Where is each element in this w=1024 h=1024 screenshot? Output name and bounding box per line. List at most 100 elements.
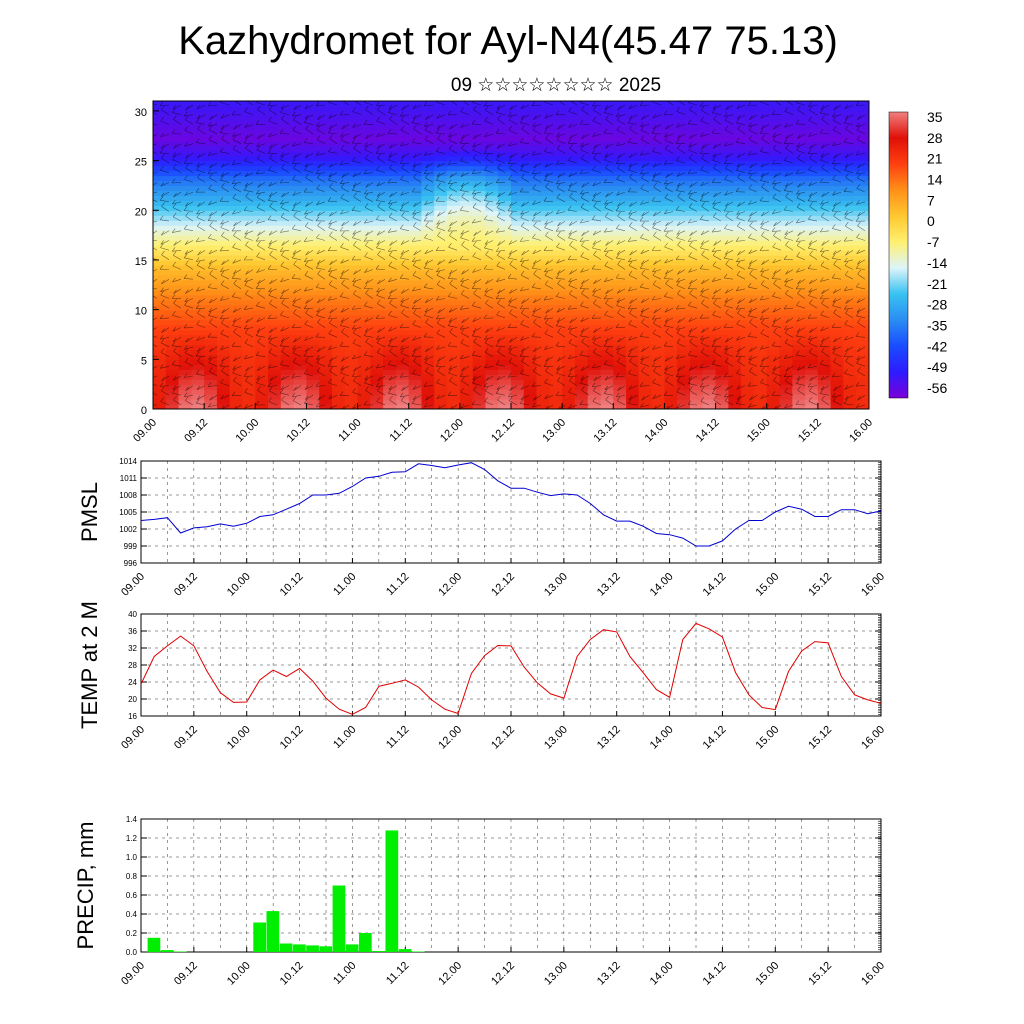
heatmap-cell [459,289,474,296]
heatmap-cell [600,180,614,187]
wind-barb [364,172,374,174]
heatmap-cell [830,374,845,380]
heatmap-cell [817,259,832,266]
heatmap-cell [485,359,499,365]
wind-barb [293,153,302,159]
heatmap-cell [638,379,653,385]
heatmap-cell [536,274,550,281]
heatmap-cell [702,205,717,211]
heatmap-cell [191,279,205,286]
wind-barb-flag [207,332,212,338]
heatmap-cell [753,354,768,360]
wind-barb-flag [363,219,368,224]
heatmap-cell [587,404,602,409]
wind-barb-flag [257,231,261,236]
wind-barb [280,314,290,319]
heatmap-cell [153,235,167,241]
heatmap-cell [830,329,845,336]
heatmap-cell [792,389,806,395]
heatmap-cell [830,250,845,256]
heatmap-cell [229,145,244,152]
wind-barb-flag [412,213,416,218]
heatmap-cell [779,329,793,336]
heatmap-cell [242,150,256,157]
heatmap-cell [165,190,180,196]
heatmap-cell [293,185,308,192]
heatmap-cell [472,299,487,306]
wind-barb-flag [257,289,261,294]
wind-barb-flag [195,304,200,309]
wind-barb-flag [196,287,200,292]
wind-barb [305,249,314,256]
heatmap-cell [165,369,180,375]
heatmap-cell [242,160,256,167]
heatmap-cell [485,264,499,271]
wind-barb [376,120,386,125]
wind-barb [352,182,362,187]
wind-barb-flag [400,115,405,121]
heatmap-cell [523,364,538,370]
wind-barb-flag [185,202,189,207]
heatmap-cell [191,324,205,331]
heatmap-cell [702,150,717,157]
heatmap-cell [191,374,205,380]
heatmap-cell [715,230,729,236]
heatmap-cell [268,274,282,281]
wind-barb-flag [231,160,236,165]
heatmap-cell [332,250,346,256]
heatmap-cell [626,125,640,132]
heatmap-cell [562,299,576,306]
heatmap-cell [830,245,845,251]
heatmap-cell [779,210,793,216]
heatmap-cell [357,299,371,306]
wind-barb [232,211,242,215]
heatmap-cell [421,274,435,281]
wind-barb-flag [208,135,213,140]
heatmap-cell [344,170,359,177]
heatmap-cell [574,274,589,281]
wind-barb [196,373,206,377]
heatmap-cell [511,329,525,336]
wind-barb [401,167,410,173]
heatmap-cell [562,344,576,350]
heatmap-cell [421,304,435,311]
heatmap-cell [216,225,231,231]
heatmap-cell [255,274,269,281]
heatmap-cell [165,140,180,147]
heatmap-cell [715,150,729,157]
wind-barb-flag [316,311,320,316]
wind-barb-flag [280,251,285,256]
heatmap-cell [306,374,320,380]
heatmap-cell [319,379,333,385]
wind-barb-flag [148,379,151,383]
wind-barb [185,288,194,294]
heatmap-cell [280,379,295,385]
wind-barb-flag [304,162,309,167]
heatmap-cell [216,250,231,256]
heatmap-cell [421,160,435,167]
heatmap-cell [229,394,244,400]
heatmap-cell [293,190,308,196]
wind-barb-flag [184,345,188,350]
wind-barb [292,257,302,261]
heatmap-cell [677,284,691,291]
wind-barb-flag [232,209,236,215]
wind-barb-flag [172,251,177,256]
heatmap-cell [293,245,308,251]
heatmap-cell [741,195,755,201]
heatmap-cell [626,274,640,281]
heatmap-cell [805,255,819,261]
heatmap-cell [204,319,218,326]
wind-barb [425,346,434,353]
wind-barb-flag [293,386,297,391]
heatmap-cell [319,135,333,142]
heatmap-cell [229,399,244,405]
heatmap-cell [293,354,308,360]
wind-barb [412,240,422,242]
wind-barb-flag [221,212,225,217]
heatmap-cell [817,329,832,336]
wind-barb-flag [291,392,296,397]
heatmap-cell [664,110,678,117]
heatmap-cell [702,175,717,182]
wind-barb [376,288,386,293]
